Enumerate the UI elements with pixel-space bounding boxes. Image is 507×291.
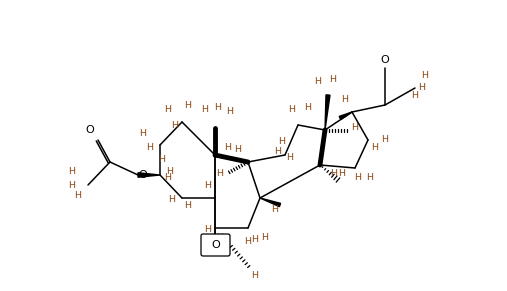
Text: H: H [251, 271, 259, 279]
Text: H: H [372, 143, 379, 152]
Text: H: H [204, 180, 211, 189]
Text: H: H [262, 233, 269, 242]
Text: H: H [185, 200, 192, 210]
Text: H: H [272, 205, 278, 214]
Text: H: H [278, 138, 285, 146]
Text: H: H [185, 100, 192, 109]
Text: H: H [286, 153, 294, 162]
Text: H: H [381, 136, 388, 145]
Text: H: H [201, 106, 208, 114]
Text: H: H [354, 173, 361, 182]
Text: H: H [159, 155, 165, 164]
Text: O: O [381, 55, 389, 65]
Polygon shape [325, 95, 330, 130]
Text: H: H [339, 169, 345, 178]
Text: H: H [251, 235, 259, 244]
FancyBboxPatch shape [201, 234, 230, 256]
Polygon shape [260, 198, 280, 207]
Text: H: H [330, 75, 337, 84]
Text: H: H [68, 168, 76, 177]
Text: H: H [214, 104, 222, 113]
Text: H: H [227, 107, 234, 116]
Text: H: H [342, 95, 348, 104]
Text: H: H [75, 191, 82, 200]
Text: H: H [225, 143, 232, 152]
Text: H: H [216, 168, 224, 178]
Text: H: H [164, 173, 171, 182]
Text: O: O [138, 170, 148, 180]
Text: H: H [164, 106, 171, 114]
Text: H: H [244, 237, 251, 246]
Text: H: H [168, 196, 175, 205]
Text: H: H [288, 106, 296, 114]
Text: H: H [421, 70, 428, 79]
Text: H: H [147, 143, 154, 152]
Text: H: H [367, 173, 374, 182]
Text: H: H [235, 146, 241, 155]
Polygon shape [339, 112, 352, 120]
Text: H: H [418, 84, 425, 93]
Text: H: H [204, 226, 211, 235]
Text: H: H [412, 91, 418, 100]
Text: H: H [331, 169, 338, 178]
Text: H: H [166, 168, 173, 177]
Text: H: H [351, 123, 358, 132]
Text: O: O [211, 240, 221, 250]
Polygon shape [138, 173, 160, 177]
Text: H: H [171, 120, 178, 129]
Text: O: O [86, 125, 94, 135]
Text: H: H [274, 148, 281, 157]
Text: H: H [314, 77, 321, 86]
Text: H: H [216, 233, 224, 242]
Text: H: H [68, 180, 76, 189]
Text: H: H [305, 104, 311, 113]
Text: H: H [139, 129, 147, 138]
